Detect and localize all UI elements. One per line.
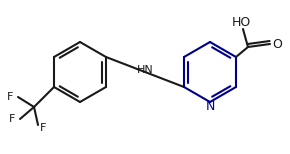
Text: O: O [272, 38, 282, 51]
Text: N: N [205, 101, 215, 113]
Text: F: F [7, 92, 13, 102]
Text: F: F [40, 123, 46, 133]
Text: HN: HN [137, 65, 153, 75]
Text: HO: HO [231, 16, 251, 30]
Text: F: F [9, 114, 15, 124]
